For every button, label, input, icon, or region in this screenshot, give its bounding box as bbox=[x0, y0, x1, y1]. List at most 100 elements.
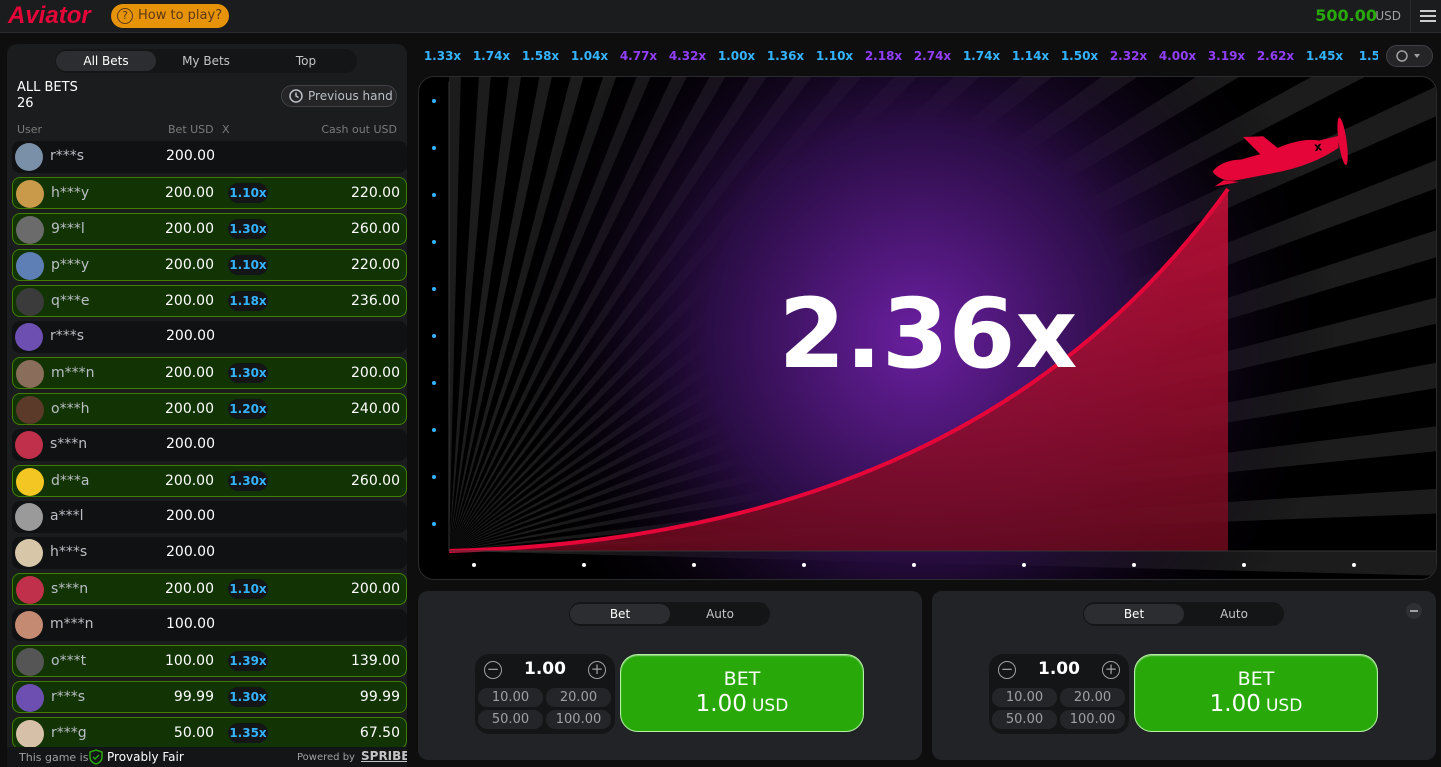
minus-button[interactable]: − bbox=[998, 661, 1016, 679]
avatar bbox=[15, 431, 43, 459]
bet-amount: 200.00 bbox=[165, 221, 214, 237]
quick-amount-button[interactable]: 50.00 bbox=[992, 710, 1057, 729]
history-multiplier[interactable]: 1.10x bbox=[815, 49, 854, 63]
axis-dots bbox=[432, 99, 1356, 567]
bet-row: o***t 100.00 1.39x 139.00 bbox=[12, 645, 407, 677]
provably-fair[interactable]: Provably Fair bbox=[107, 750, 184, 764]
history-multiplier[interactable]: 1.74x bbox=[472, 49, 511, 63]
history-multiplier[interactable]: 2.62x bbox=[1256, 49, 1295, 63]
plus-button[interactable]: + bbox=[588, 661, 606, 679]
bet-row: a***l 200.00 bbox=[12, 501, 407, 533]
bet-mode-tab[interactable]: Auto bbox=[1220, 607, 1248, 621]
cashout-multiplier: 1.30x bbox=[228, 471, 268, 491]
plus-button[interactable]: + bbox=[1102, 661, 1120, 679]
avatar bbox=[15, 503, 43, 531]
bet-row: r***s 200.00 bbox=[12, 141, 407, 173]
quick-amount-button[interactable]: 20.00 bbox=[1060, 688, 1125, 707]
column-header: User bbox=[17, 123, 43, 136]
quick-amount-button[interactable]: 20.00 bbox=[546, 688, 611, 707]
history-multiplier[interactable]: 4.00x bbox=[1158, 49, 1197, 63]
quick-amount-button[interactable]: 10.00 bbox=[478, 688, 543, 707]
x-axis-dot bbox=[582, 563, 586, 567]
avatar bbox=[15, 323, 43, 351]
user-name: s***n bbox=[51, 581, 89, 597]
history-multiplier[interactable]: 1.45x bbox=[1305, 49, 1344, 63]
cashout-amount: 220.00 bbox=[351, 257, 400, 273]
history-button[interactable] bbox=[1386, 45, 1433, 67]
bets-tab[interactable]: Top bbox=[295, 54, 317, 68]
quick-amount-button[interactable]: 100.00 bbox=[1060, 710, 1125, 729]
avatar bbox=[16, 468, 44, 496]
history-multiplier[interactable]: 3.19x bbox=[1207, 49, 1246, 63]
bets-tab[interactable]: My Bets bbox=[182, 54, 230, 68]
bet-amount-input[interactable]: 1.00 bbox=[524, 659, 566, 679]
bet-row: q***e 200.00 1.18x 236.00 bbox=[12, 285, 407, 317]
x-axis-dot bbox=[472, 563, 476, 567]
avatar bbox=[16, 360, 44, 388]
user-name: h***s bbox=[50, 544, 88, 560]
logo[interactable]: Aviator bbox=[8, 2, 91, 29]
cashout-multiplier: 1.10x bbox=[228, 255, 268, 275]
cashout-multiplier: 1.10x bbox=[228, 183, 268, 203]
x-axis-dot bbox=[1352, 563, 1356, 567]
bet-mode-tabs: Bet Auto bbox=[1083, 602, 1284, 626]
minus-button[interactable]: − bbox=[484, 661, 502, 679]
curve-line bbox=[448, 187, 1230, 553]
footer: This game is Provably Fair Powered by SP… bbox=[7, 747, 407, 767]
cashout-amount: 139.00 bbox=[351, 653, 400, 669]
history-multiplier[interactable]: 1.58x bbox=[521, 49, 560, 63]
history-multiplier[interactable]: 1.74x bbox=[962, 49, 1001, 63]
quick-amount-button[interactable]: 100.00 bbox=[546, 710, 611, 729]
avatar bbox=[16, 288, 44, 316]
column-header: Cash out USD bbox=[321, 123, 397, 136]
bets-tabs: All Bets My Bets Top bbox=[55, 49, 357, 73]
bet-amount-input[interactable]: 1.00 bbox=[1038, 659, 1080, 679]
column-header: Bet USD bbox=[168, 123, 214, 136]
bet-mode-tab[interactable]: Auto bbox=[706, 607, 734, 621]
menu-button[interactable] bbox=[1410, 0, 1441, 33]
bet-amount: 99.99 bbox=[173, 689, 214, 705]
history-multiplier[interactable]: 1.33x bbox=[423, 49, 462, 63]
quick-amount-button[interactable]: 50.00 bbox=[478, 710, 543, 729]
current-multiplier: 2.36x bbox=[779, 278, 1078, 390]
plane: x bbox=[1212, 117, 1348, 187]
quick-amount-button[interactable]: 10.00 bbox=[992, 688, 1057, 707]
bet-mode-tab[interactable]: Bet bbox=[570, 604, 670, 624]
avatar bbox=[16, 576, 44, 604]
bet-button-amount: 1.00 bbox=[695, 691, 747, 717]
y-axis-dot bbox=[432, 522, 436, 526]
how-to-play-label: How to play? bbox=[138, 8, 223, 23]
bet-row: s***n 200.00 1.10x 200.00 bbox=[12, 573, 407, 605]
history-multiplier[interactable]: 2.74x bbox=[913, 49, 952, 63]
user-name: m***n bbox=[51, 365, 95, 381]
history-multiplier[interactable]: 4.77x bbox=[619, 49, 658, 63]
bet-button[interactable]: BET 1.00 USD bbox=[1134, 654, 1378, 732]
history-multiplier[interactable]: 1.04x bbox=[570, 49, 609, 63]
bet-amount: 200.00 bbox=[165, 185, 214, 201]
remove-panel-button[interactable] bbox=[1406, 603, 1422, 619]
history-multiplier[interactable]: 1.14x bbox=[1011, 49, 1050, 63]
bets-tab[interactable]: All Bets bbox=[56, 51, 156, 71]
cashout-amount: 260.00 bbox=[351, 221, 400, 237]
bet-button[interactable]: BET 1.00 USD bbox=[620, 654, 864, 732]
cashout-amount: 200.00 bbox=[351, 365, 400, 381]
game-canvas: x 2.36x bbox=[419, 77, 1436, 579]
bet-mode-tab[interactable]: Bet bbox=[1084, 604, 1184, 624]
previous-hand-button[interactable]: Previous hand bbox=[281, 85, 397, 107]
bet-row: r***s 99.99 1.30x 99.99 bbox=[12, 681, 407, 713]
history-multiplier[interactable]: 1.36x bbox=[766, 49, 805, 63]
game-area: x 2.36x bbox=[418, 76, 1437, 580]
history-multiplier[interactable]: 2.18x bbox=[864, 49, 903, 63]
history-multiplier[interactable]: 1.00x bbox=[717, 49, 756, 63]
previous-hand-label: Previous hand bbox=[308, 89, 393, 103]
how-to-play-button[interactable]: ? How to play? bbox=[111, 4, 229, 28]
history-multiplier[interactable]: 1.50x bbox=[1060, 49, 1099, 63]
history-multiplier[interactable]: 2.32x bbox=[1109, 49, 1148, 63]
history-multiplier[interactable]: 4.32x bbox=[668, 49, 707, 63]
user-name: h***y bbox=[51, 185, 90, 201]
x-axis-dot bbox=[802, 563, 806, 567]
amount-control: − 1.00 +10.00 20.00 50.00 100.00 bbox=[475, 654, 615, 734]
history-multiplier[interactable]: 1.54 bbox=[1358, 49, 1378, 63]
title: ALL BETS bbox=[17, 80, 78, 95]
